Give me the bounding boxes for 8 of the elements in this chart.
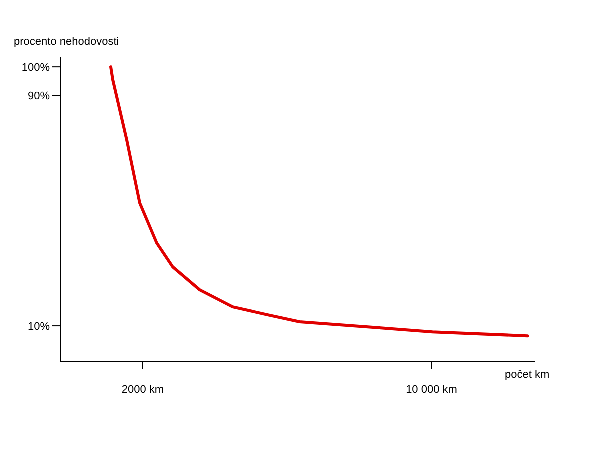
x-tick-label: 2000 km	[122, 384, 164, 396]
y-axis-title: procento nehodovosti	[14, 36, 120, 48]
y-tick-label: 90%	[28, 90, 50, 103]
line-series	[110, 66, 530, 338]
x-tick-label: 10 000 km	[406, 384, 458, 396]
y-tick-label: 100%	[22, 62, 50, 74]
x-axis-title: počet km	[505, 369, 550, 381]
y-tick-label: 10%	[28, 320, 50, 333]
